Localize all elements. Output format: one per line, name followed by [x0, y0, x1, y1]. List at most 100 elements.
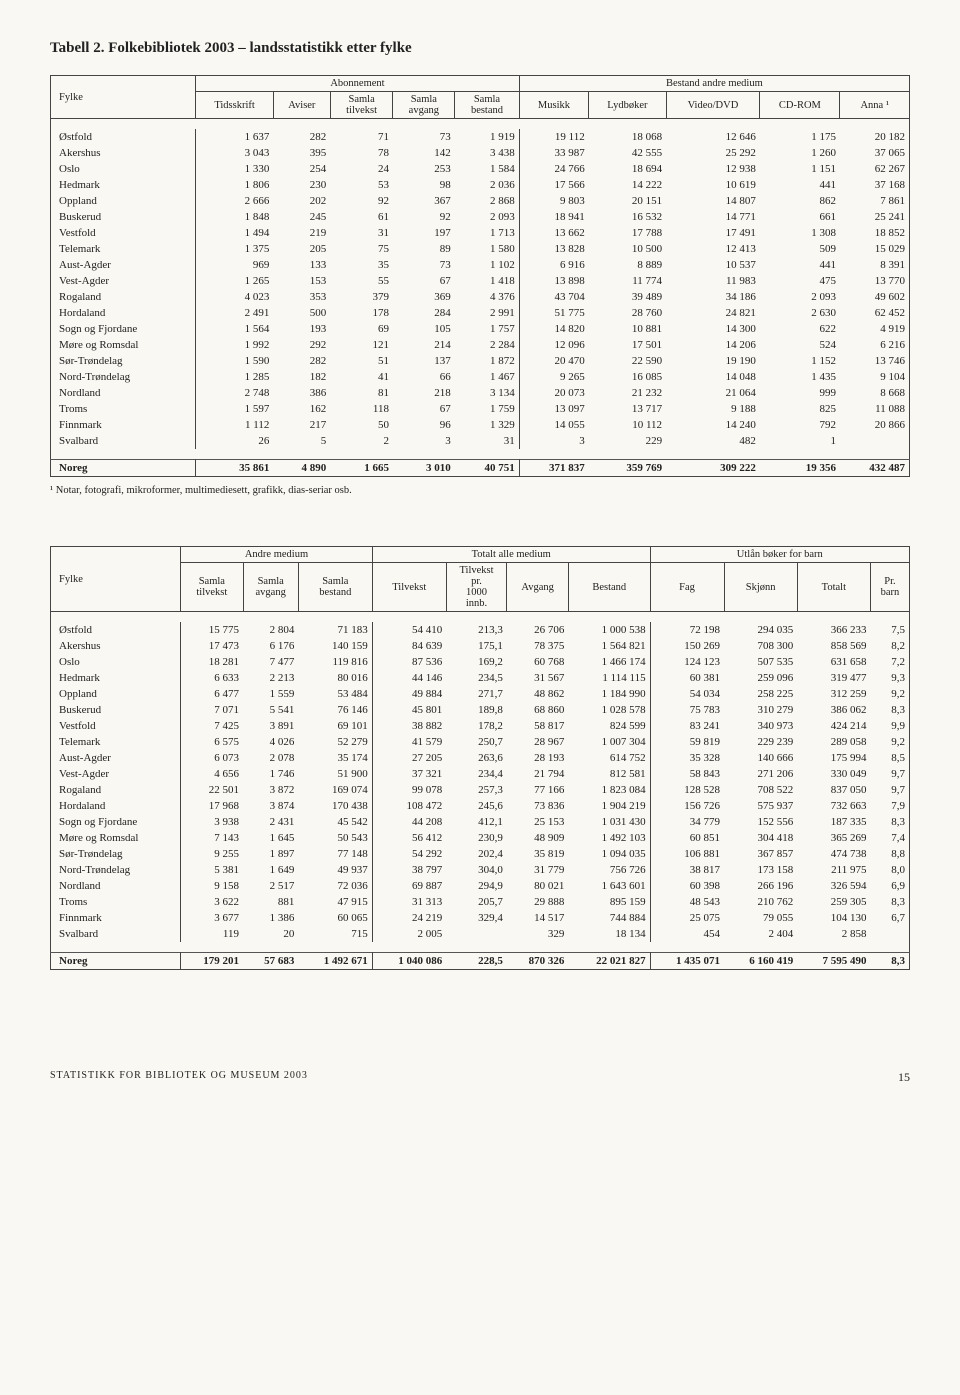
cell: 7 861	[840, 193, 910, 209]
cell: 7 595 490	[797, 953, 870, 970]
cell: 5 541	[243, 702, 298, 718]
cell: 10 881	[589, 321, 666, 337]
cell: 62 452	[840, 305, 910, 321]
cell: 304 418	[724, 830, 797, 846]
col-fylke: Fylke	[51, 76, 196, 119]
cell: 4 023	[196, 289, 274, 305]
table-row: Østfold15 7752 80471 18354 410213,326 70…	[51, 622, 910, 638]
cell: 26 706	[507, 622, 569, 638]
cell: 92	[330, 193, 393, 209]
cell: 366 233	[797, 622, 870, 638]
cell-fylke: Sør-Trøndelag	[51, 846, 181, 862]
cell: 9 255	[181, 846, 243, 862]
table-row: Finnmark1 11221750961 32914 05510 11214 …	[51, 417, 910, 433]
col-header: Tilvekstpr.1000innb.	[446, 563, 507, 612]
cell: 119 816	[298, 654, 372, 670]
cell: 9,7	[870, 766, 909, 782]
cell-fylke: Oslo	[51, 654, 181, 670]
cell: 271 206	[724, 766, 797, 782]
cell: 895 159	[568, 894, 650, 910]
cell: 69 887	[372, 878, 446, 894]
cell: 31 313	[372, 894, 446, 910]
cell: 2 991	[455, 305, 520, 321]
cell: 33 987	[519, 145, 588, 161]
cell: 213,3	[446, 622, 507, 638]
cell: 6,9	[870, 878, 909, 894]
cell: 31	[455, 433, 520, 449]
cell: 1 435 071	[650, 953, 724, 970]
cell: 14 771	[666, 209, 760, 225]
cell: 229 239	[724, 734, 797, 750]
cell: 35 861	[196, 460, 274, 477]
cell: 340 973	[724, 718, 797, 734]
cell: 49 884	[372, 686, 446, 702]
col-header: Totalt	[797, 563, 870, 612]
cell: 96	[393, 417, 455, 433]
cell: 38 882	[372, 718, 446, 734]
cell: 2 404	[724, 926, 797, 942]
cell: 10 500	[589, 241, 666, 257]
cell: 837 050	[797, 782, 870, 798]
cell: 7,9	[870, 798, 909, 814]
col-header: Tidsskrift	[196, 92, 274, 119]
cell-fylke: Telemark	[51, 734, 181, 750]
cell-fylke: Svalbard	[51, 926, 181, 942]
cell: 98	[393, 177, 455, 193]
cell: 54 034	[650, 686, 724, 702]
cell: 73	[393, 129, 455, 145]
cell: 76 146	[298, 702, 372, 718]
cell: 58 843	[650, 766, 724, 782]
cell: 304,0	[446, 862, 507, 878]
cell: 2 284	[455, 337, 520, 353]
cell: 7 477	[243, 654, 298, 670]
col-header: Anna ¹	[840, 92, 910, 119]
cell-fylke: Møre og Romsdal	[51, 337, 196, 353]
cell: 3 938	[181, 814, 243, 830]
cell: 1 000 538	[568, 622, 650, 638]
cell: 292	[273, 337, 330, 353]
table-row: Vest-Agder4 6561 74651 90037 321234,421 …	[51, 766, 910, 782]
cell: 13 097	[519, 401, 588, 417]
cell: 294,9	[446, 878, 507, 894]
cell: 210 762	[724, 894, 797, 910]
cell: 34 186	[666, 289, 760, 305]
cell: 14 048	[666, 369, 760, 385]
cell: 1 265	[196, 273, 274, 289]
cell: 61	[330, 209, 393, 225]
cell: 21 064	[666, 385, 760, 401]
table-row: Telemark6 5754 02652 27941 579250,728 96…	[51, 734, 910, 750]
table-row: Aust-Agder96913335731 1026 9168 88910 53…	[51, 257, 910, 273]
cell: 43 704	[519, 289, 588, 305]
cell: 329,4	[446, 910, 507, 926]
cell: 441	[760, 177, 840, 193]
cell: 228,5	[446, 953, 507, 970]
cell: 14 206	[666, 337, 760, 353]
cell: 50 543	[298, 830, 372, 846]
cell: 80 021	[507, 878, 569, 894]
cell: 17 473	[181, 638, 243, 654]
cell: 1 285	[196, 369, 274, 385]
cell: 1 897	[243, 846, 298, 862]
cell: 386	[273, 385, 330, 401]
cell: 2 431	[243, 814, 298, 830]
table-row: Sogn og Fjordane1 564193691051 75714 820…	[51, 321, 910, 337]
cell: 14 820	[519, 321, 588, 337]
cell: 14 222	[589, 177, 666, 193]
cell: 162	[273, 401, 330, 417]
cell: 20 470	[519, 353, 588, 369]
cell: 1 152	[760, 353, 840, 369]
table-row: Østfold1 63728271731 91919 11218 06812 6…	[51, 129, 910, 145]
cell: 1 759	[455, 401, 520, 417]
cell: 253	[393, 161, 455, 177]
cell: 175 994	[797, 750, 870, 766]
cell: 1 746	[243, 766, 298, 782]
cell: 77 148	[298, 846, 372, 862]
cell: 245,6	[446, 798, 507, 814]
table-row: Buskerud1 84824561922 09318 94116 53214 …	[51, 209, 910, 225]
cell: 744 884	[568, 910, 650, 926]
cell: 25 292	[666, 145, 760, 161]
cell: 140 159	[298, 638, 372, 654]
cell: 1 102	[455, 257, 520, 273]
col-header: Samlaavgang	[243, 563, 298, 612]
cell: 60 398	[650, 878, 724, 894]
